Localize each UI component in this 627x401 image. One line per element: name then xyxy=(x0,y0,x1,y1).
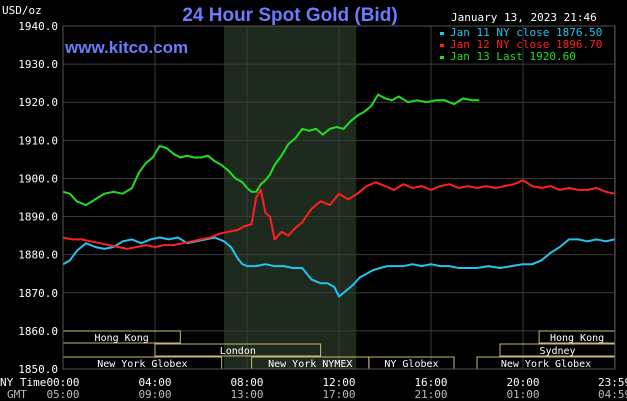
session-hong-kong: Hong Kong xyxy=(538,330,616,344)
x-tick-label-gmt: 21:00 xyxy=(414,388,447,401)
session-label: London xyxy=(220,346,256,357)
legend-entry-jan13: Jan 13 Last 1920.60 xyxy=(450,50,576,63)
x-tick-label-ny: 20:00 xyxy=(506,376,539,389)
chart-title: 24 Hour Spot Gold (Bid) xyxy=(182,5,397,26)
session-label: NY Globex xyxy=(384,359,438,370)
session-label: Hong Kong xyxy=(550,333,604,344)
x-tick-label-gmt: 09:00 xyxy=(138,388,171,401)
series-line-jan-12 xyxy=(62,179,616,250)
x-tick-label-ny: 00:00 xyxy=(46,376,79,389)
x-tick-label-ny: 23:59 xyxy=(598,376,627,389)
y-tick-label: 1900.0 xyxy=(18,172,58,185)
legend-swatch-jan12 xyxy=(440,44,444,47)
shaded-period xyxy=(224,26,357,369)
legend-swatch-jan13 xyxy=(440,56,444,59)
site-watermark: www.kitco.com xyxy=(64,38,188,57)
y-tick-label: 1850.0 xyxy=(18,363,58,376)
session-new-york-nymex: New York NYMEX xyxy=(251,356,370,370)
series-line-jan-13 xyxy=(62,93,480,207)
x-row-label-gmt: GMT xyxy=(7,388,27,401)
y-axis-ticks: 1940.0 1930.0 1920.0 1910.0 1900.0 1890.0 1880… xyxy=(18,20,58,376)
x-tick-label-ny: 04:00 xyxy=(138,376,171,389)
timestamp: January 13, 2023 21:46 xyxy=(451,11,597,24)
plot-frame xyxy=(62,25,616,370)
series-line-jan-11 xyxy=(62,236,616,298)
y-tick-label: 1920.0 xyxy=(18,96,58,109)
x-tick-label-ny: 16:00 xyxy=(414,376,447,389)
y-tick-label: 1930.0 xyxy=(18,58,58,71)
session-label: New York Globex xyxy=(501,359,591,370)
legend-entry-jan12: Jan 12 NY close 1896.70 xyxy=(450,38,602,51)
x-tick-label-gmt: 01:00 xyxy=(506,388,539,401)
legend-swatch-jan11 xyxy=(440,32,444,35)
x-row-label-ny: NY Time xyxy=(0,376,46,389)
legend: Jan 11 NY close 1876.50 Jan 12 NY close … xyxy=(440,26,602,63)
x-tick-label-gmt: 13:00 xyxy=(230,388,263,401)
y-tick-label: 1880.0 xyxy=(18,249,58,262)
session-london: London xyxy=(154,343,322,357)
x-tick-label-gmt: 05:00 xyxy=(46,388,79,401)
y-tick-label: 1890.0 xyxy=(18,211,58,224)
unit-label: USD/oz xyxy=(2,4,42,17)
trading-sessions: Hong Kong Hong Kong London Sydney New York G… xyxy=(62,330,616,370)
legend-entry-jan11: Jan 11 NY close 1876.50 xyxy=(450,26,602,39)
x-tick-label-ny: 08:00 xyxy=(230,376,263,389)
session-label: Sydney xyxy=(539,346,575,357)
price-series xyxy=(62,93,616,298)
y-tick-label: 1940.0 xyxy=(18,20,58,33)
x-tick-label-gmt: 04:59 xyxy=(598,388,627,401)
y-tick-label: 1860.0 xyxy=(18,325,58,338)
session-box xyxy=(154,343,322,357)
x-tick-label-gmt: 17:00 xyxy=(322,388,355,401)
y-tick-label: 1910.0 xyxy=(18,134,58,147)
session-label: New York Globex xyxy=(97,359,187,370)
y-tick-label: 1870.0 xyxy=(18,287,58,300)
session-label: New York NYMEX xyxy=(268,359,352,370)
session-label: Hong Kong xyxy=(95,333,149,344)
x-tick-label-ny: 12:00 xyxy=(322,376,355,389)
